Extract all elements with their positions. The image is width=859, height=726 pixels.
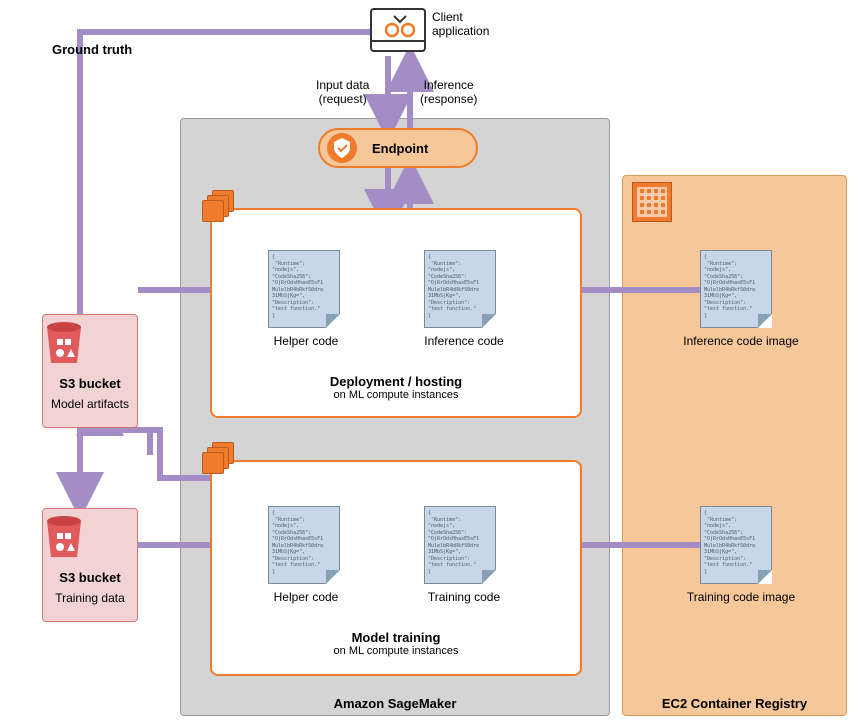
ground-truth-label: Ground truth bbox=[52, 42, 132, 57]
training-subtitle: on ML compute instances bbox=[210, 645, 582, 657]
bucket-icon bbox=[43, 321, 85, 367]
training-code: { "Runtime": "nodejs", "CodeSha256": "Oj… bbox=[424, 506, 496, 584]
ecr-title: EC2 Container Registry bbox=[622, 696, 847, 711]
training-image-label: Training code image bbox=[676, 590, 806, 604]
endpoint-label: Endpoint bbox=[372, 141, 428, 156]
helper-code-train-label: Helper code bbox=[266, 590, 346, 604]
s3-training-desc: Training data bbox=[43, 591, 137, 605]
training-code-label: Training code bbox=[414, 590, 514, 604]
training-title: Model training on ML compute instances bbox=[210, 630, 582, 657]
stack-icon-2 bbox=[202, 442, 234, 474]
inference-code: { "Runtime": "nodejs", "CodeSha256": "Oj… bbox=[424, 250, 496, 328]
deployment-title: Deployment / hosting on ML compute insta… bbox=[210, 374, 582, 401]
s3-training-label: S3 bucket bbox=[43, 570, 137, 585]
training-title-text: Model training bbox=[210, 630, 582, 645]
sagemaker-title: Amazon SageMaker bbox=[180, 696, 610, 711]
deployment-subtitle: on ML compute instances bbox=[210, 389, 582, 401]
inference-code-label: Inference code bbox=[414, 334, 514, 348]
shield-icon bbox=[326, 132, 358, 164]
client-label: Client application bbox=[432, 10, 489, 38]
response-label: Inference (response) bbox=[420, 78, 477, 106]
s3-artifacts-desc: Model artifacts bbox=[43, 397, 137, 411]
training-image: { "Runtime": "nodejs", "CodeSha256": "Oj… bbox=[700, 506, 772, 584]
helper-code-train: { "Runtime": "nodejs", "CodeSha256": "Oj… bbox=[268, 506, 340, 584]
inference-image: { "Runtime": "nodejs", "CodeSha256": "Oj… bbox=[700, 250, 772, 328]
client-app-icon bbox=[370, 8, 426, 52]
deployment-title-text: Deployment / hosting bbox=[210, 374, 582, 389]
ecr-icon bbox=[632, 182, 672, 222]
s3-training-box: S3 bucket Training data bbox=[42, 508, 138, 622]
request-label: Input data (request) bbox=[316, 78, 369, 106]
helper-code-dep: { "Runtime": "nodejs", "CodeSha256": "Oj… bbox=[268, 250, 340, 328]
s3-artifacts-box: S3 bucket Model artifacts bbox=[42, 314, 138, 428]
bucket-icon bbox=[43, 515, 85, 561]
s3-artifacts-label: S3 bucket bbox=[43, 376, 137, 391]
endpoint-node: Endpoint bbox=[318, 128, 478, 168]
inference-image-label: Inference code image bbox=[676, 334, 806, 348]
stack-icon bbox=[202, 190, 234, 222]
helper-code-dep-label: Helper code bbox=[266, 334, 346, 348]
